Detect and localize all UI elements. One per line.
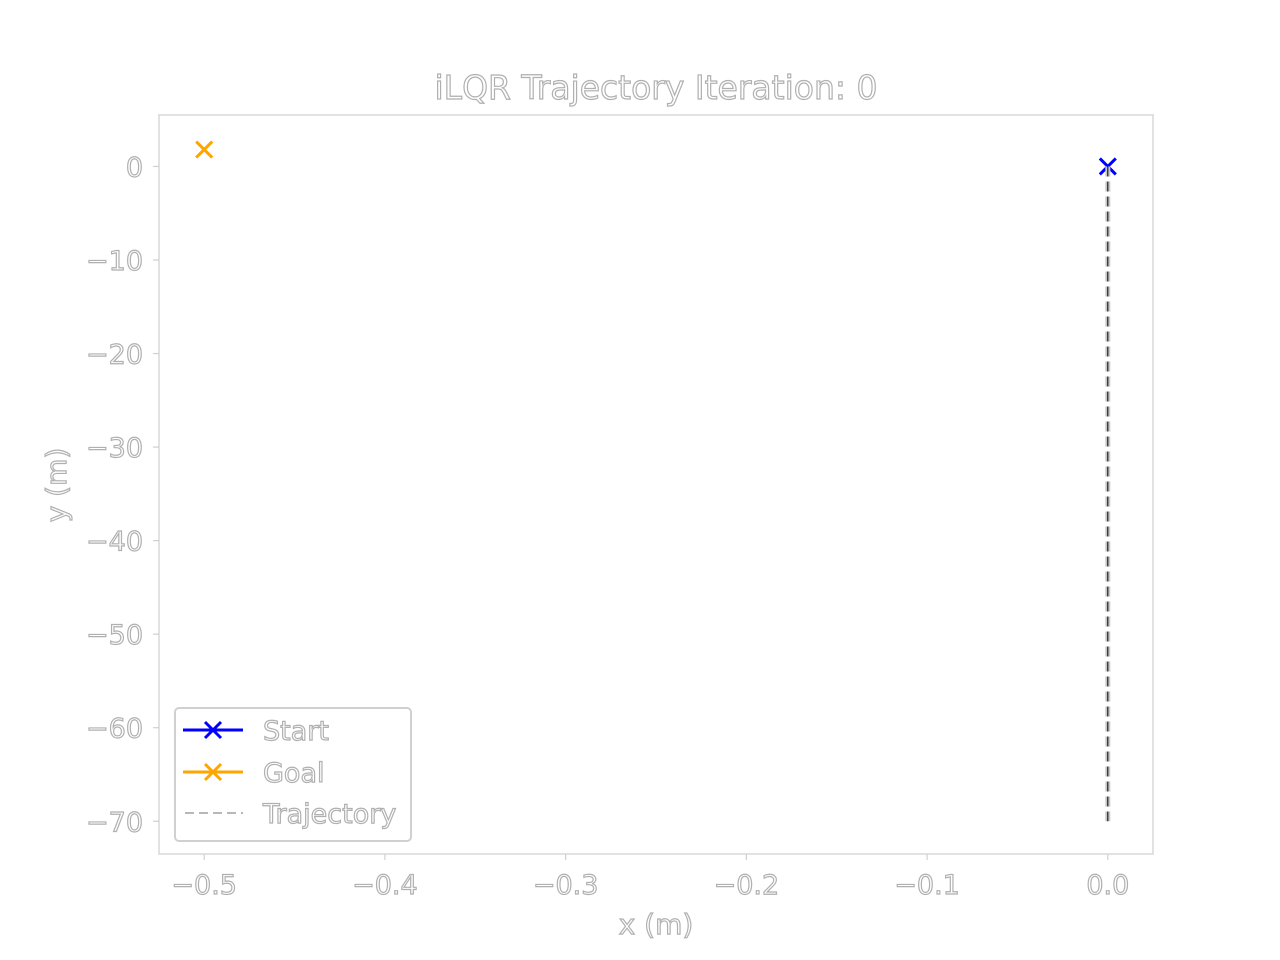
y-tick-label: −50 bbox=[86, 620, 143, 651]
legend-entry-start: Start bbox=[183, 716, 329, 747]
legend: Start Goal Trajectory bbox=[175, 708, 411, 841]
x-tick-label: −0.1 bbox=[894, 870, 960, 901]
y-tick-label: 0 bbox=[126, 152, 143, 183]
legend-entry-goal: Goal bbox=[183, 758, 325, 789]
y-tick-label: −60 bbox=[86, 714, 143, 745]
y-axis-ticks: 0 −10 −20 −30 −40 −50 −60 −70 bbox=[86, 152, 159, 838]
x-tick-label: −0.3 bbox=[533, 870, 599, 901]
chart-title: iLQR Trajectory Iteration: 0 bbox=[435, 68, 878, 107]
goal-x-marker bbox=[196, 142, 212, 158]
y-tick-label: −30 bbox=[86, 433, 143, 464]
y-tick-label: −20 bbox=[86, 340, 143, 371]
legend-start-label: Start bbox=[263, 716, 329, 747]
y-tick-label: −70 bbox=[86, 807, 143, 838]
x-tick-label: −0.2 bbox=[714, 870, 780, 901]
y-tick-label: −40 bbox=[86, 527, 143, 558]
x-tick-label: 0.0 bbox=[1086, 870, 1129, 901]
data-marks bbox=[196, 142, 1116, 822]
x-tick-label: −0.4 bbox=[352, 870, 418, 901]
x-tick-label: −0.5 bbox=[171, 870, 237, 901]
y-tick-label: −10 bbox=[86, 246, 143, 277]
y-axis-label: y (m) bbox=[40, 448, 73, 523]
x-axis-label: x (m) bbox=[619, 908, 694, 941]
x-axis-ticks: −0.5 −0.4 −0.3 −0.2 −0.1 0.0 bbox=[171, 854, 1129, 901]
legend-trajectory-label: Trajectory bbox=[262, 799, 396, 830]
legend-entry-trajectory: Trajectory bbox=[185, 799, 396, 830]
legend-goal-label: Goal bbox=[263, 758, 325, 789]
